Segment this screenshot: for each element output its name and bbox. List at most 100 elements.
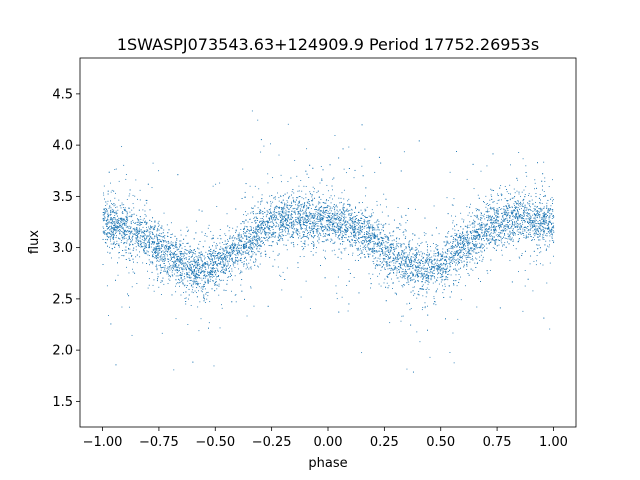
data-point	[543, 191, 545, 192]
data-point	[489, 204, 491, 206]
data-point	[506, 200, 508, 201]
data-point	[230, 247, 232, 249]
data-point	[483, 240, 485, 242]
data-point	[206, 275, 208, 277]
data-point	[440, 253, 442, 255]
data-point	[114, 212, 116, 214]
data-point	[110, 236, 111, 238]
data-point	[163, 229, 165, 231]
data-point	[296, 223, 298, 225]
data-point	[385, 262, 387, 264]
data-point	[432, 272, 434, 274]
data-point	[237, 248, 239, 250]
data-point	[200, 287, 202, 289]
data-point	[227, 264, 229, 266]
data-point	[464, 239, 466, 241]
data-point	[200, 254, 202, 256]
data-point	[307, 208, 309, 210]
data-point	[339, 209, 341, 211]
data-point	[370, 227, 372, 229]
data-point	[338, 236, 339, 238]
data-point	[216, 257, 218, 259]
data-point	[262, 237, 264, 239]
data-point	[139, 239, 141, 241]
data-point	[327, 212, 329, 214]
data-point	[478, 278, 479, 280]
data-point	[225, 268, 227, 270]
data-point	[238, 259, 240, 261]
data-point	[211, 274, 213, 276]
data-point	[404, 262, 406, 264]
data-point	[257, 265, 259, 267]
data-point	[281, 202, 283, 204]
data-point	[475, 251, 477, 253]
data-point	[529, 229, 531, 231]
data-point	[196, 273, 198, 275]
data-point	[223, 257, 225, 259]
data-point	[335, 235, 337, 237]
data-point	[501, 249, 503, 251]
data-point	[160, 266, 161, 268]
data-point	[153, 242, 155, 243]
data-point	[549, 235, 551, 237]
data-point	[378, 238, 380, 240]
data-point	[212, 262, 214, 263]
data-point	[397, 260, 399, 262]
data-point	[245, 238, 247, 240]
data-point	[427, 279, 429, 281]
data-point	[265, 216, 267, 218]
data-point	[378, 220, 380, 222]
data-point	[499, 225, 501, 227]
data-point	[524, 285, 526, 287]
data-point	[234, 244, 236, 246]
data-point	[318, 232, 320, 234]
data-point	[508, 235, 510, 237]
data-point	[499, 208, 501, 210]
data-point	[179, 285, 180, 287]
data-point	[302, 206, 304, 208]
data-point	[251, 207, 253, 209]
data-point	[282, 239, 284, 241]
data-point	[347, 222, 349, 224]
data-point	[383, 260, 385, 262]
data-point	[341, 192, 343, 194]
data-point	[339, 210, 341, 212]
data-point	[370, 241, 372, 243]
data-point	[484, 236, 486, 238]
data-point	[511, 237, 513, 239]
data-point	[227, 262, 229, 264]
data-point	[172, 254, 174, 256]
data-point	[151, 243, 153, 245]
data-point	[239, 245, 241, 246]
data-point	[504, 220, 506, 222]
data-point	[212, 268, 214, 270]
data-point	[378, 242, 380, 244]
data-point	[376, 204, 378, 206]
data-point	[180, 273, 181, 275]
data-point	[314, 223, 316, 225]
data-point	[399, 264, 401, 266]
data-point	[237, 263, 239, 265]
data-point	[494, 241, 496, 243]
data-point	[281, 217, 283, 219]
data-point	[534, 225, 536, 227]
data-point	[250, 287, 252, 289]
data-point	[414, 208, 416, 210]
data-point	[409, 252, 410, 254]
data-point	[209, 301, 211, 303]
data-point	[463, 238, 465, 240]
data-point	[538, 244, 540, 246]
data-point	[454, 229, 456, 231]
data-point	[355, 228, 357, 230]
data-point	[444, 263, 446, 265]
data-point	[175, 254, 177, 256]
data-point	[273, 224, 275, 226]
data-point	[208, 271, 210, 273]
data-point	[449, 352, 451, 353]
data-point	[301, 204, 303, 206]
data-point	[218, 262, 219, 264]
data-point	[473, 219, 474, 221]
data-point	[228, 251, 230, 253]
data-point	[156, 249, 158, 251]
data-point	[352, 221, 354, 223]
